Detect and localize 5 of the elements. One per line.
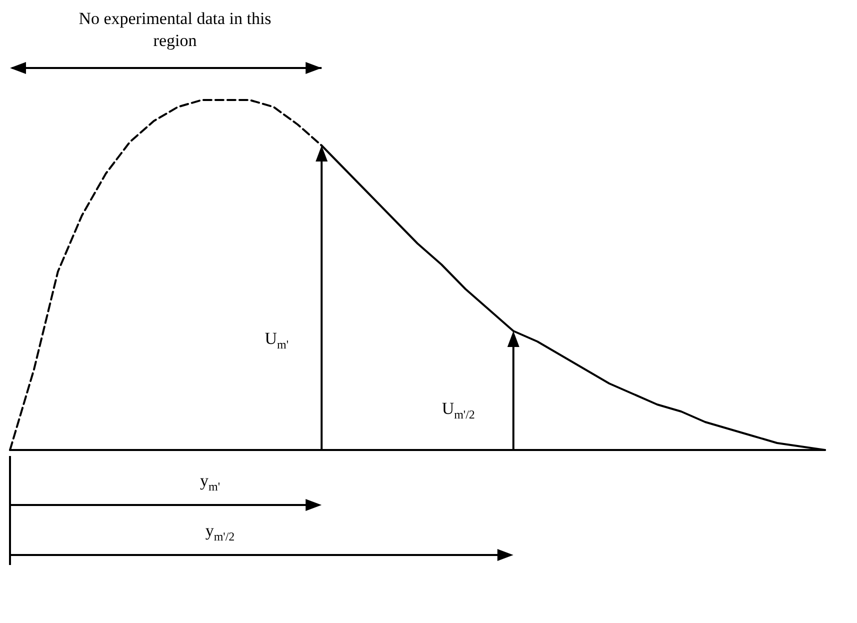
- text: y$_{m'}$: [199, 470, 221, 495]
- annotation: U$_{m'/2}$: [440, 398, 476, 423]
- annotation: U$_{m'}$: [264, 328, 290, 353]
- text: No experimental data in this region: [78, 8, 272, 52]
- text: y$_{m'/2}$: [204, 520, 236, 545]
